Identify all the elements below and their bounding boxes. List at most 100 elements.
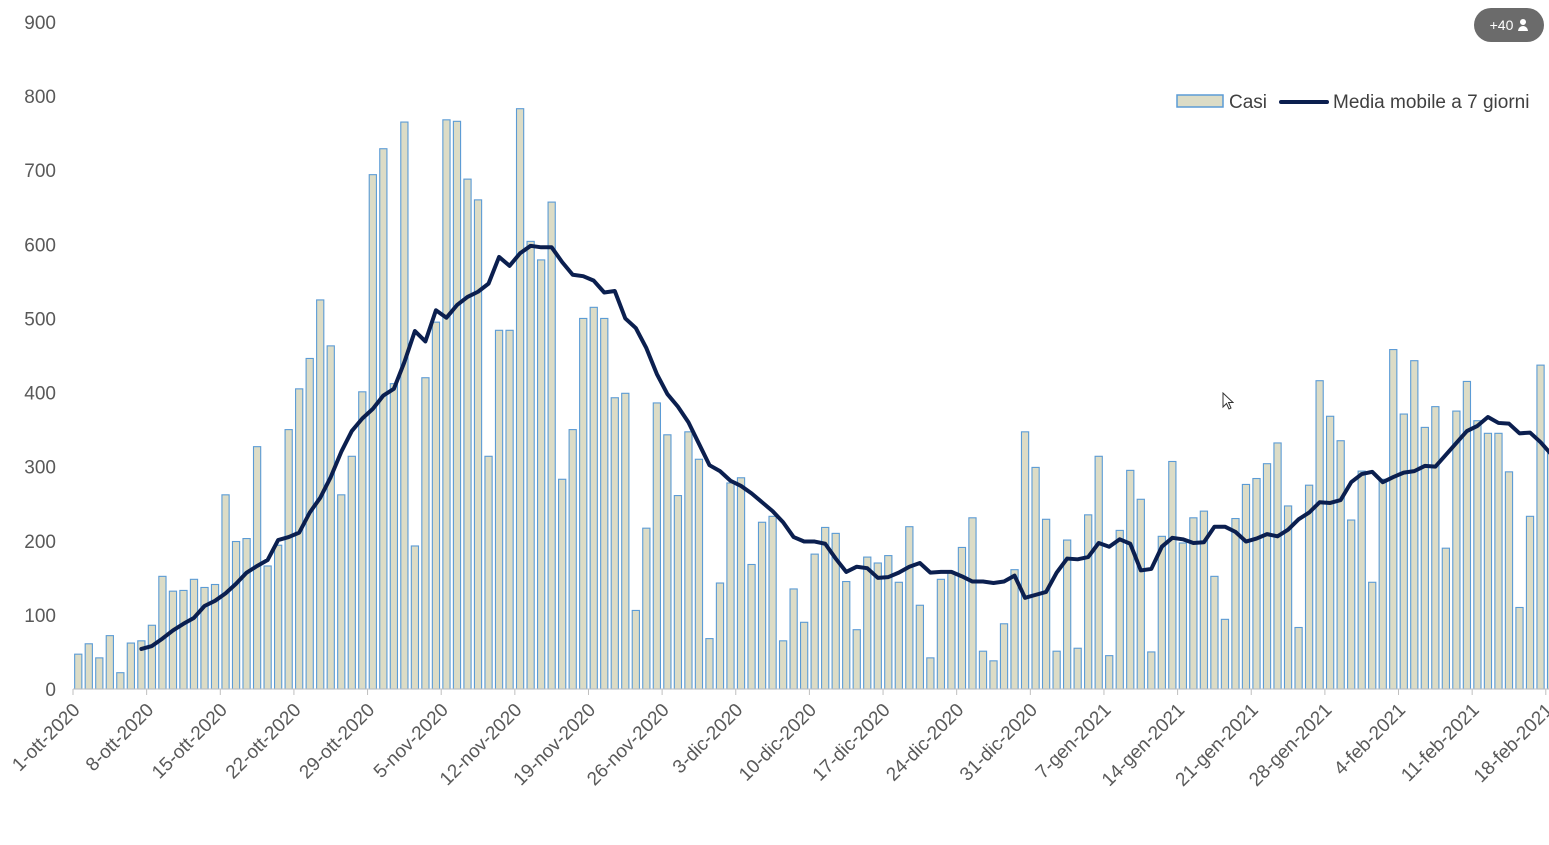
bar-casi [1052,650,1061,690]
bar-casi [757,521,767,690]
bar-casi [358,391,367,690]
mouse-cursor-icon [1222,392,1234,410]
bar-casi [663,434,672,690]
bar-casi [842,580,851,690]
bar-casi [337,494,346,690]
bars-casi [74,108,1549,690]
bar-casi [1473,420,1482,690]
x-tick-label: 31-dic-2020 [956,700,1042,786]
y-tick-label: 700 [24,161,56,182]
line-media-mobile-path [139,243,1549,651]
bar-casi [1210,575,1219,690]
bar-casi [852,629,861,690]
bar-casi [1431,406,1440,690]
bar-casi [715,582,725,690]
bar-casi [1399,413,1408,690]
bar-casi [326,345,335,690]
bar-casi [1115,529,1124,690]
bar-casi [1136,498,1145,690]
y-tick-label: 500 [24,309,56,330]
bar-casi [168,590,178,690]
bar-casi [1252,477,1261,690]
bar-casi [242,537,251,690]
bar-casi [400,121,409,690]
bar-casi [631,609,640,690]
bar-casi [873,562,882,690]
bar-casi [726,482,735,690]
y-tick-label: 300 [24,458,56,479]
bar-casi [1536,364,1545,690]
bar-casi [1273,442,1282,690]
bar-casi [189,578,199,690]
bar-casi [1315,380,1324,690]
bar-casi [589,306,598,690]
bar-casi [1157,535,1166,690]
bar-casi [705,638,714,690]
bar-casi [1483,432,1493,690]
bar-casi [421,377,430,690]
bar-casi [74,653,83,690]
bar-casi [778,640,788,690]
y-tick-label: 800 [24,87,56,108]
bar-casi [105,635,114,690]
bar-casi [494,329,504,690]
bar-casi [978,650,988,690]
x-tick-label: 24-dic-2020 [882,700,968,786]
bar-casi [936,578,946,690]
y-tick-label: 600 [24,235,56,256]
bar-casi [684,431,693,690]
bar-casi [1504,471,1514,690]
y-tick-label: 400 [24,384,56,405]
y-axis: 0 100 200 300 400 500 600 700 800 900 [24,13,56,701]
bar-casi [473,199,483,690]
bar-casi [1462,380,1472,690]
bar-casi [1168,460,1177,690]
bar-casi [821,526,830,690]
bar-casi [126,642,136,690]
bar-casi [1452,410,1461,690]
bar-casi [463,178,472,690]
bar-casi [1347,519,1356,690]
bar-casi [147,624,157,690]
participants-count: +40 [1489,17,1514,33]
bar-casi [610,397,619,690]
x-tick-label: 8-ott-2020 [82,700,158,776]
bar-casi [484,455,493,690]
bar-casi [1031,466,1040,690]
x-tick-label: 22-ott-2020 [222,700,306,784]
participants-badge[interactable]: +40 [1474,8,1544,42]
bar-casi [999,623,1009,690]
bar-casi [547,201,556,690]
bar-casi [231,540,241,690]
bar-casi [1231,517,1240,690]
bar-casi [158,575,167,690]
bar-casi [863,556,872,690]
bar-casi [600,317,609,690]
bar-casi [1525,515,1535,690]
x-tick-label: 15-ott-2020 [148,700,232,784]
bar-casi [694,458,704,690]
bar-casi [1294,626,1303,690]
legend-label-casi: Casi [1229,92,1267,113]
bar-casi [505,329,514,690]
bar-casi [1378,478,1387,690]
bar-casi [1020,431,1030,690]
x-tick-label: 3-dic-2020 [669,700,747,778]
legend: Casi Media mobile a 7 giorni [1176,92,1529,113]
person-icon [1518,19,1529,31]
bar-casi [1073,647,1082,690]
bar-casi [1368,581,1377,690]
bar-casi [1389,349,1398,690]
bar-casi [1336,440,1345,690]
legend-swatch-casi [1176,94,1224,108]
bar-casi [621,392,630,690]
y-tick-label: 900 [24,13,56,34]
bar-casi [1010,569,1019,690]
bar-casi [431,321,441,690]
bar-casi [1241,483,1251,690]
bar-casi [347,455,356,690]
bar-casi [1084,514,1093,690]
legend-label-media-mobile: Media mobile a 7 giorni [1333,92,1529,113]
x-tick-label: 1-ott-2020 [8,700,84,776]
